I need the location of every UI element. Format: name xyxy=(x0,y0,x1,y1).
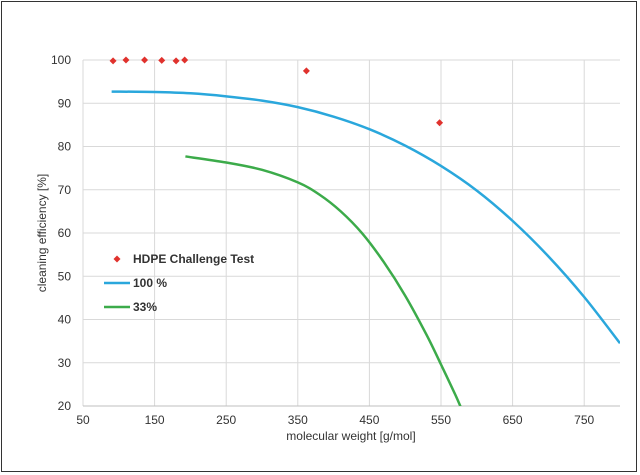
legend-label: HDPE Challenge Test xyxy=(133,252,254,266)
data-point xyxy=(172,57,180,65)
x-tick-label: 350 xyxy=(288,413,308,427)
x-tick-label: 50 xyxy=(76,413,90,427)
x-tick-label: 750 xyxy=(574,413,594,427)
y-tick-label: 30 xyxy=(58,356,72,370)
y-tick-label: 80 xyxy=(58,140,72,154)
data-point xyxy=(436,119,444,127)
data-point xyxy=(109,57,117,65)
x-tick-label: 250 xyxy=(216,413,236,427)
x-tick-label: 650 xyxy=(503,413,523,427)
y-axis-ticks: 20 30 40 50 60 70 80 90 100 xyxy=(51,53,71,413)
y-axis-label: cleaning efficiency [%] xyxy=(35,174,49,293)
data-point xyxy=(122,56,130,64)
grid xyxy=(82,59,620,407)
data-point xyxy=(302,67,310,75)
y-tick-label: 60 xyxy=(58,226,72,240)
legend-label: 100 % xyxy=(133,276,167,290)
legend-label: 33% xyxy=(133,300,157,314)
y-tick-label: 100 xyxy=(51,53,71,67)
y-tick-label: 70 xyxy=(58,183,72,197)
x-axis-label: molecular weight [g/mol] xyxy=(286,429,415,443)
y-tick-label: 50 xyxy=(58,269,72,283)
legend: HDPE Challenge Test 100 % 33% xyxy=(104,252,254,314)
y-tick-label: 20 xyxy=(58,399,72,413)
series-lines xyxy=(111,90,620,406)
data-point xyxy=(181,56,189,64)
data-point xyxy=(158,56,166,64)
y-tick-label: 90 xyxy=(58,96,72,110)
x-axis-ticks: 50 150 250 350 450 550 650 750 xyxy=(76,413,594,427)
x-tick-label: 450 xyxy=(359,413,379,427)
x-tick-label: 150 xyxy=(145,413,165,427)
x-tick-label: 550 xyxy=(431,413,451,427)
series-points xyxy=(109,56,444,127)
series-line-2 xyxy=(185,155,462,406)
series-line-1 xyxy=(111,90,620,345)
data-point xyxy=(141,56,149,64)
legend-swatch-marker xyxy=(113,255,121,263)
y-tick-label: 40 xyxy=(58,313,72,327)
